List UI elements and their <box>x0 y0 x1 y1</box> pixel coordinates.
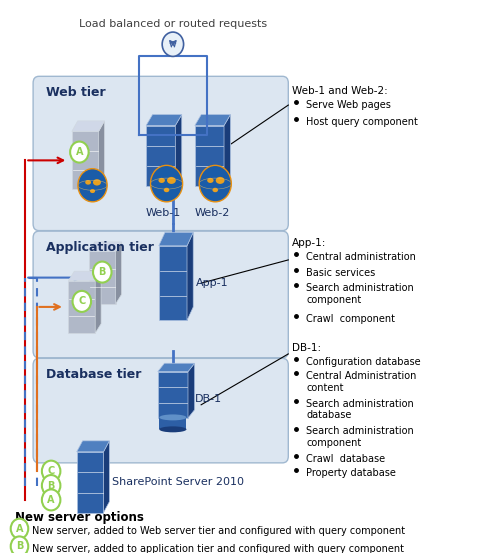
Text: Search administration
database: Search administration database <box>306 399 414 420</box>
Text: A: A <box>16 524 23 534</box>
Ellipse shape <box>212 188 218 192</box>
Polygon shape <box>188 363 195 418</box>
Text: Database tier: Database tier <box>46 368 142 381</box>
Polygon shape <box>195 114 230 126</box>
Circle shape <box>162 32 184 56</box>
Polygon shape <box>224 114 230 186</box>
Circle shape <box>42 475 60 496</box>
Ellipse shape <box>207 178 214 183</box>
Text: Search administration
component: Search administration component <box>306 426 414 448</box>
Text: A: A <box>75 147 83 157</box>
Ellipse shape <box>158 178 165 183</box>
Text: App-1:: App-1: <box>292 238 327 248</box>
Circle shape <box>78 169 107 202</box>
Text: New server, added to Web server tier and configured with query component: New server, added to Web server tier and… <box>32 526 405 536</box>
Text: Crawl  database: Crawl database <box>306 454 385 464</box>
Text: Web-1: Web-1 <box>146 208 181 218</box>
Polygon shape <box>159 418 187 429</box>
Polygon shape <box>187 232 193 321</box>
Ellipse shape <box>159 414 187 420</box>
Text: Basic services: Basic services <box>306 268 375 278</box>
Ellipse shape <box>216 177 225 184</box>
Text: B: B <box>47 481 55 491</box>
Polygon shape <box>72 132 98 189</box>
Text: SharePoint Server 2010: SharePoint Server 2010 <box>112 477 244 487</box>
Text: Load balanced or routed requests: Load balanced or routed requests <box>79 19 267 29</box>
Circle shape <box>42 489 60 510</box>
Circle shape <box>93 262 112 283</box>
Circle shape <box>42 461 60 482</box>
Ellipse shape <box>85 180 91 185</box>
Text: C: C <box>48 466 55 476</box>
Text: App-1: App-1 <box>196 278 229 288</box>
Polygon shape <box>77 452 103 513</box>
Text: B: B <box>16 541 23 551</box>
Text: Central Administration
content: Central Administration content <box>306 371 417 393</box>
Polygon shape <box>98 121 105 189</box>
Text: Web-2: Web-2 <box>195 208 230 218</box>
Polygon shape <box>103 441 110 513</box>
Text: B: B <box>98 267 106 277</box>
Circle shape <box>11 519 28 539</box>
Text: Host query component: Host query component <box>306 117 418 127</box>
Polygon shape <box>175 114 182 186</box>
Polygon shape <box>158 372 188 418</box>
FancyBboxPatch shape <box>33 231 288 358</box>
Ellipse shape <box>93 179 101 186</box>
Text: Application tier: Application tier <box>46 241 154 254</box>
Ellipse shape <box>167 177 176 184</box>
Circle shape <box>150 165 183 202</box>
Polygon shape <box>195 126 224 186</box>
Polygon shape <box>146 114 182 126</box>
Text: Property database: Property database <box>306 468 396 478</box>
Text: Central administration: Central administration <box>306 252 416 262</box>
Text: New server options: New server options <box>15 511 144 524</box>
Text: Crawl  component: Crawl component <box>306 314 395 324</box>
Polygon shape <box>89 251 116 304</box>
Polygon shape <box>68 271 101 281</box>
FancyBboxPatch shape <box>33 76 288 231</box>
Polygon shape <box>68 281 95 333</box>
Text: Serve Web pages: Serve Web pages <box>306 100 391 110</box>
Text: Configuration database: Configuration database <box>306 357 421 367</box>
Polygon shape <box>159 246 187 321</box>
Text: Web tier: Web tier <box>46 86 106 99</box>
Text: Search administration
component: Search administration component <box>306 283 414 305</box>
Ellipse shape <box>90 189 95 193</box>
Polygon shape <box>146 126 175 186</box>
Circle shape <box>199 165 231 202</box>
Polygon shape <box>72 121 105 132</box>
Polygon shape <box>159 232 193 246</box>
Text: A: A <box>47 495 55 505</box>
Circle shape <box>70 142 89 163</box>
Polygon shape <box>95 271 101 333</box>
FancyBboxPatch shape <box>33 358 288 463</box>
Polygon shape <box>158 363 195 372</box>
Text: Web-1 and Web-2:: Web-1 and Web-2: <box>292 86 388 96</box>
Ellipse shape <box>164 188 169 192</box>
Ellipse shape <box>159 426 187 432</box>
Polygon shape <box>116 242 122 304</box>
Polygon shape <box>89 242 122 251</box>
Polygon shape <box>77 441 110 452</box>
Text: DB-1:: DB-1: <box>292 343 321 353</box>
Text: New server, added to application tier and configured with query component: New server, added to application tier an… <box>32 544 404 553</box>
Circle shape <box>11 536 28 553</box>
Text: C: C <box>78 296 85 306</box>
Text: DB-1: DB-1 <box>195 394 222 404</box>
Circle shape <box>73 291 91 312</box>
